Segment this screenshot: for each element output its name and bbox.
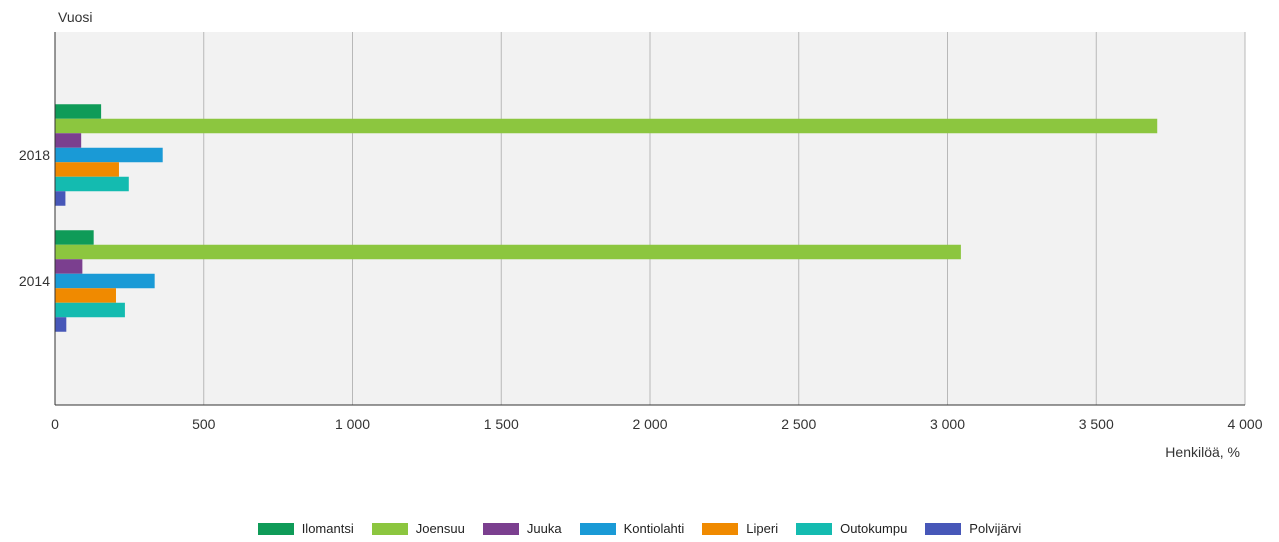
legend-swatch	[796, 522, 833, 535]
bar-polvij-rvi-2018	[55, 191, 66, 206]
x-tick-label: 3 000	[930, 416, 965, 432]
x-tick-label: 3 500	[1079, 416, 1114, 432]
legend-swatch	[579, 522, 616, 535]
x-tick-label: 2 500	[781, 416, 816, 432]
legend-item[interactable]: Ilomantsi	[257, 521, 354, 536]
legend-label: Ilomantsi	[301, 521, 354, 536]
x-axis-title: Henkilöä, %	[1165, 444, 1240, 460]
x-tick-labels: 0 500 1 000 1 500 2 000 2 500 3 000 3 500 4 000	[51, 416, 1263, 432]
y-axis-title: Vuosi	[58, 9, 93, 25]
legend-swatch	[702, 522, 739, 535]
gridlines	[203, 32, 1246, 405]
legend-swatch	[482, 522, 519, 535]
y-tick-labels: 2018 2014	[19, 147, 50, 289]
legend-label: Kontiolahti	[623, 521, 685, 536]
x-tick-label: 1 000	[335, 416, 370, 432]
legend-label: Polvijärvi	[969, 521, 1022, 536]
legend-label: Outokumpu	[840, 521, 908, 536]
bar-kontiolahti-2018	[55, 147, 163, 163]
bar-joensuu-2018	[55, 118, 1158, 134]
bars	[55, 104, 1158, 332]
x-tick-label: 0	[51, 416, 59, 432]
legend-swatch	[371, 522, 408, 535]
bar-kontiolahti-2014	[55, 273, 155, 289]
bar-liperi-2018	[55, 162, 119, 177]
legend-item[interactable]: Kontiolahti	[579, 521, 685, 536]
legend-item[interactable]: Juuka	[482, 521, 562, 536]
legend: Ilomantsi Joensuu Juuka Kontiolahti Liperi Ou…	[0, 521, 1279, 536]
x-tick-label: 500	[192, 416, 216, 432]
bar-ilomantsi-2014	[55, 230, 94, 245]
legend-swatch	[925, 522, 962, 535]
bar-joensuu-2014	[55, 244, 961, 260]
x-tick-label: 2 000	[632, 416, 667, 432]
bar-polvij-rvi-2014	[55, 317, 67, 332]
bar-juuka-2014	[55, 259, 83, 274]
bar-liperi-2014	[55, 288, 116, 303]
bar-chart: 0 500 1 000 1 500 2 000 2 500 3 000 3 500 4 000 …	[19, 9, 1263, 460]
legend-item[interactable]: Liperi	[702, 521, 778, 536]
legend-item[interactable]: Outokumpu	[796, 521, 907, 536]
legend-label: Joensuu	[415, 521, 465, 536]
y-tick-label: 2014	[19, 273, 50, 289]
x-tick-label: 4 000	[1227, 416, 1262, 432]
y-tick-label: 2018	[19, 147, 50, 163]
bar-ilomantsi-2018	[55, 104, 102, 119]
bar-outokumpu-2018	[55, 176, 129, 192]
legend-swatch	[257, 522, 294, 535]
x-tick-label: 1 500	[484, 416, 519, 432]
bar-juuka-2018	[55, 133, 82, 148]
bar-outokumpu-2014	[55, 302, 125, 318]
legend-label: Liperi	[746, 521, 779, 536]
legend-item[interactable]: Joensuu	[371, 521, 465, 536]
legend-label: Juuka	[526, 521, 562, 536]
legend-item[interactable]: Polvijärvi	[925, 521, 1021, 536]
